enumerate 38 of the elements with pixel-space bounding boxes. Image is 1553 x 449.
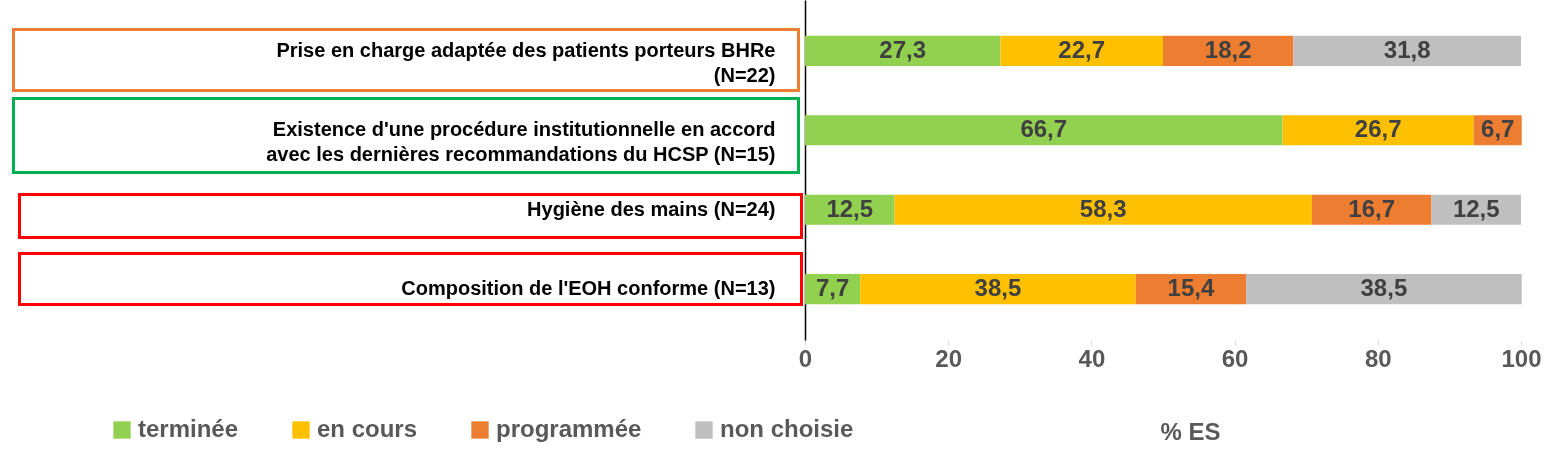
bar [805, 35, 1001, 66]
data-label: 6,7 [1481, 115, 1515, 143]
y-tick-label: Hygiène des mains (N=24) [527, 197, 776, 220]
bar [860, 274, 1136, 305]
bar [1000, 35, 1163, 66]
data-label: 12,5 [1452, 194, 1500, 222]
legend-label: terminée [138, 415, 239, 442]
y-tick-label: Existence d'une procédure institutionnelle en accord avec les dernières recommandations du HCSP (N=15) [266, 118, 776, 166]
y-tick-label: Prise en charge adaptée des patients porteurs BHRe (N=22) [276, 38, 776, 86]
data-label: 66,7 [1020, 115, 1068, 143]
x-tick-label: 100 [1501, 344, 1542, 372]
bar [894, 194, 1312, 225]
data-label: 58,3 [1079, 194, 1127, 222]
x-tick-label: 60 [1221, 344, 1249, 372]
data-label: 26,7 [1354, 115, 1402, 143]
x-tick-label: 40 [1078, 344, 1106, 372]
bar [1282, 115, 1474, 146]
bar [1293, 35, 1521, 66]
data-label: 18,2 [1204, 35, 1252, 63]
x-tick-label: 0 [798, 344, 813, 372]
x-tick-label: 20 [935, 344, 963, 372]
data-label: 38,5 [974, 274, 1022, 302]
data-label: 12,5 [826, 194, 874, 222]
data-label: 38,5 [1360, 274, 1408, 302]
data-label: 31,8 [1383, 35, 1431, 63]
data-label: 27,3 [879, 35, 927, 63]
y-tick-label: Composition de l'EOH conforme (N=13) [401, 277, 776, 300]
legend-label: en cours [317, 415, 418, 442]
bar [805, 115, 1283, 146]
data-label: 15,4 [1167, 274, 1215, 302]
legend-label: non choisie [720, 415, 854, 442]
x-tick-label: 80 [1364, 344, 1392, 372]
legend-label: programmée [496, 415, 642, 442]
bar [1246, 274, 1522, 305]
x-axis-title: % ES [1160, 417, 1221, 445]
data-label: 7,7 [815, 274, 850, 302]
data-label: 22,7 [1058, 35, 1106, 63]
data-label: 16,7 [1348, 194, 1396, 222]
